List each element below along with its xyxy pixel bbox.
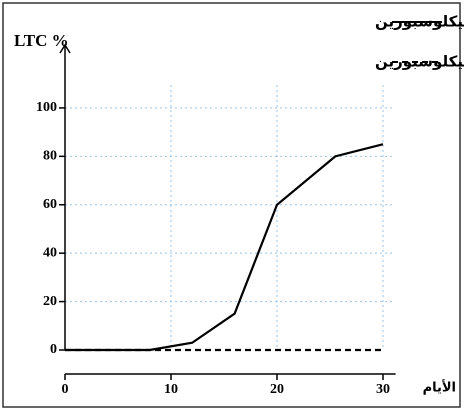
x-tick-label: 30	[376, 382, 390, 397]
y-axis-label: LTC %	[14, 31, 69, 50]
legend-label: في غياب السيكلوسبورين	[375, 13, 464, 31]
y-arrow	[59, 43, 71, 54]
frame	[2, 2, 461, 408]
x-tick-label: 0	[62, 382, 69, 397]
legend-label: في وجود السيكلوسبورين	[375, 53, 464, 71]
y-tick-label: 40	[43, 245, 57, 260]
y-tick-label: 0	[50, 342, 57, 357]
y-tick-label: 100	[36, 100, 57, 115]
y-tick-label: 20	[43, 294, 57, 309]
series-line	[65, 143, 384, 352]
x-tick-label: 10	[164, 382, 178, 397]
y-tick-label: 60	[43, 197, 57, 212]
x-axis-label: الأيام	[423, 379, 456, 396]
x-tick-label: 20	[270, 382, 284, 397]
y-tick-label: 80	[43, 149, 57, 164]
